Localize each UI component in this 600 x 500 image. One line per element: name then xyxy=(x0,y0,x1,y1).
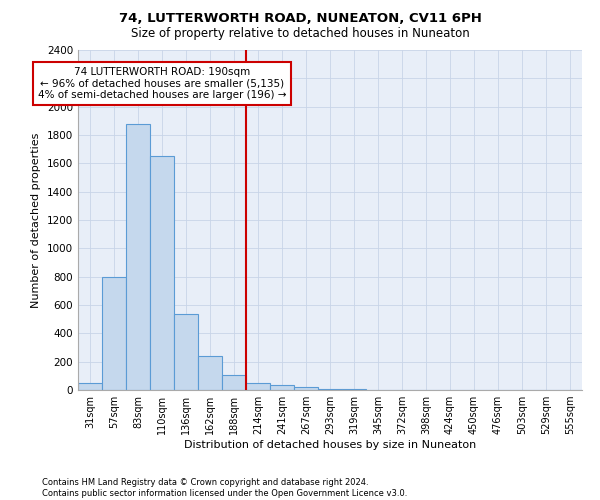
Y-axis label: Number of detached properties: Number of detached properties xyxy=(31,132,41,308)
Bar xyxy=(270,385,294,390)
Bar xyxy=(78,383,102,390)
Bar xyxy=(198,356,222,390)
Text: Contains HM Land Registry data © Crown copyright and database right 2024.
Contai: Contains HM Land Registry data © Crown c… xyxy=(42,478,407,498)
Text: 74 LUTTERWORTH ROAD: 190sqm
← 96% of detached houses are smaller (5,135)
4% of s: 74 LUTTERWORTH ROAD: 190sqm ← 96% of det… xyxy=(38,67,286,100)
X-axis label: Distribution of detached houses by size in Nuneaton: Distribution of detached houses by size … xyxy=(184,440,476,450)
Text: Size of property relative to detached houses in Nuneaton: Size of property relative to detached ho… xyxy=(131,28,469,40)
Bar xyxy=(174,314,198,390)
Text: 74, LUTTERWORTH ROAD, NUNEATON, CV11 6PH: 74, LUTTERWORTH ROAD, NUNEATON, CV11 6PH xyxy=(119,12,481,26)
Bar xyxy=(222,375,246,390)
Bar xyxy=(126,124,150,390)
Bar xyxy=(246,383,270,390)
Bar xyxy=(102,276,126,390)
Bar xyxy=(150,156,174,390)
Bar xyxy=(294,387,318,390)
